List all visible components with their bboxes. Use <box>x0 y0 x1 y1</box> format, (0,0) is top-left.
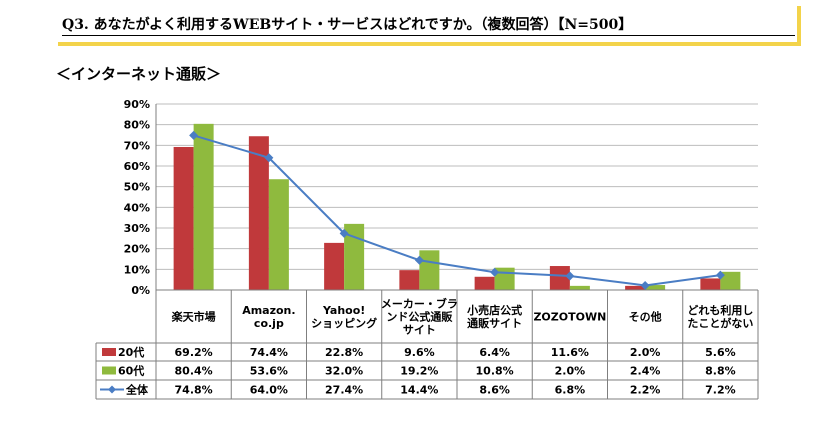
data-value: 19.2% <box>400 365 438 378</box>
data-value: 5.6% <box>705 346 736 359</box>
y-tick-label: 30% <box>124 222 150 235</box>
data-value: 8.6% <box>479 384 510 397</box>
category-label: どれも利用したことがない <box>687 303 753 330</box>
bar-20代 <box>549 266 570 290</box>
bar-20代 <box>248 136 269 290</box>
question-accent-right <box>797 6 801 46</box>
bar-20代 <box>625 285 646 290</box>
question-underline <box>62 35 795 36</box>
legend-label: 20代 <box>118 345 144 359</box>
bar-60代 <box>569 285 590 290</box>
line-point-全体 <box>264 153 274 163</box>
category-label: ZOZOTOWN <box>533 311 606 324</box>
legend-label: 全体 <box>125 383 149 397</box>
bar-60代 <box>645 285 666 290</box>
bar-20代 <box>324 242 345 290</box>
data-value: 9.6% <box>404 346 435 359</box>
y-tick-label: 40% <box>124 201 150 214</box>
data-value: 6.4% <box>479 346 510 359</box>
line-point-全体 <box>490 267 500 277</box>
y-tick-label: 20% <box>124 243 150 256</box>
line-point-全体 <box>715 270 725 280</box>
data-value: 53.6% <box>250 365 288 378</box>
category-label: 楽天市場 <box>171 310 216 324</box>
bar-20代 <box>700 278 721 290</box>
legend-swatch-60代 <box>102 366 116 375</box>
data-value: 2.2% <box>630 384 661 397</box>
line-point-全体 <box>339 228 349 238</box>
y-tick-label: 90% <box>124 98 150 111</box>
line-series-全体 <box>193 134 721 287</box>
y-tick-label: 50% <box>124 181 150 194</box>
category-label: その他 <box>629 310 662 324</box>
data-value: 74.4% <box>250 346 288 359</box>
bar-60代 <box>419 250 440 290</box>
data-value: 22.8% <box>325 346 363 359</box>
legend-label: 60代 <box>118 364 144 378</box>
data-value: 27.4% <box>325 384 363 397</box>
y-tick-label: 0% <box>131 284 150 297</box>
bar-20代 <box>399 270 420 290</box>
data-value: 11.6% <box>551 346 589 359</box>
y-tick-label: 60% <box>124 160 150 173</box>
data-value: 32.0% <box>325 365 363 378</box>
category-label: Amazon. co.jp <box>242 304 295 330</box>
category-label: Yahoo!ショッピング <box>311 304 377 330</box>
data-value: 2.0% <box>630 346 661 359</box>
category-label: メーカー・ブランド公式通販サイト <box>381 297 458 337</box>
bar-60代 <box>268 179 289 290</box>
line-point-全体 <box>565 271 575 281</box>
y-tick-label: 10% <box>124 263 150 276</box>
line-point-全体 <box>640 280 650 290</box>
bar-60代 <box>193 123 214 290</box>
data-value: 64.0% <box>250 384 288 397</box>
question-header: Q3. あなたがよく利用するWEBサイト・サービスはどれですか。（複数回答）【N… <box>58 6 801 46</box>
bar-60代 <box>720 271 741 290</box>
question-accent-bottom <box>58 42 801 46</box>
bar-60代 <box>344 223 365 290</box>
y-tick-label: 80% <box>124 119 150 132</box>
bar-20代 <box>173 146 194 290</box>
section-title: ＜インターネット通販＞ <box>56 65 222 83</box>
data-value: 69.2% <box>175 346 213 359</box>
category-label: 小売店公式通販サイト <box>466 303 522 330</box>
data-value: 6.8% <box>555 384 586 397</box>
legend-swatch-20代 <box>102 348 116 356</box>
line-point-全体 <box>414 255 424 265</box>
data-value: 10.8% <box>476 365 514 378</box>
data-value: 74.8% <box>175 384 213 397</box>
data-value: 8.8% <box>705 365 736 378</box>
y-tick-label: 70% <box>124 139 150 152</box>
data-value: 2.4% <box>630 365 661 378</box>
data-value: 14.4% <box>400 384 438 397</box>
data-value: 7.2% <box>705 384 736 397</box>
bar-20代 <box>474 276 495 290</box>
legend-marker-全体 <box>108 385 116 394</box>
question-text: Q3. あなたがよく利用するWEBサイト・サービスはどれですか。（複数回答）【N… <box>62 17 633 33</box>
line-point-全体 <box>189 130 199 140</box>
data-value: 80.4% <box>175 365 213 378</box>
data-value: 2.0% <box>555 365 586 378</box>
